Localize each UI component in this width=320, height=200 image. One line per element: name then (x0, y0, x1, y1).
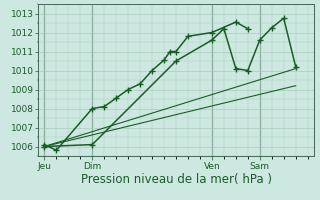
X-axis label: Pression niveau de la mer( hPa ): Pression niveau de la mer( hPa ) (81, 173, 271, 186)
